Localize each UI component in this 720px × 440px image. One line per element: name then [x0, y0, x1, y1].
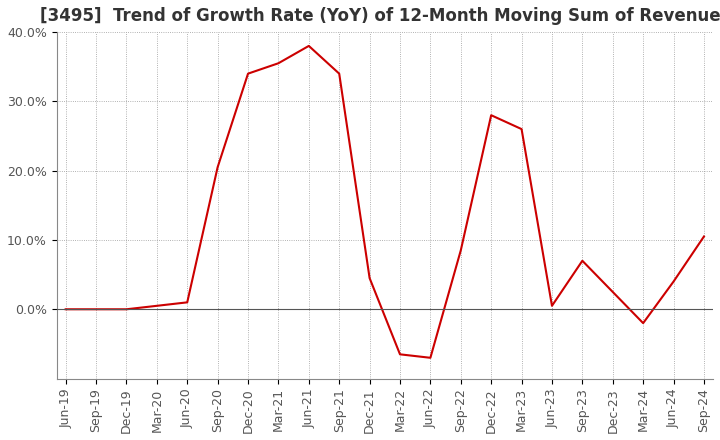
Title: [3495]  Trend of Growth Rate (YoY) of 12-Month Moving Sum of Revenues: [3495] Trend of Growth Rate (YoY) of 12-…	[40, 7, 720, 25]
